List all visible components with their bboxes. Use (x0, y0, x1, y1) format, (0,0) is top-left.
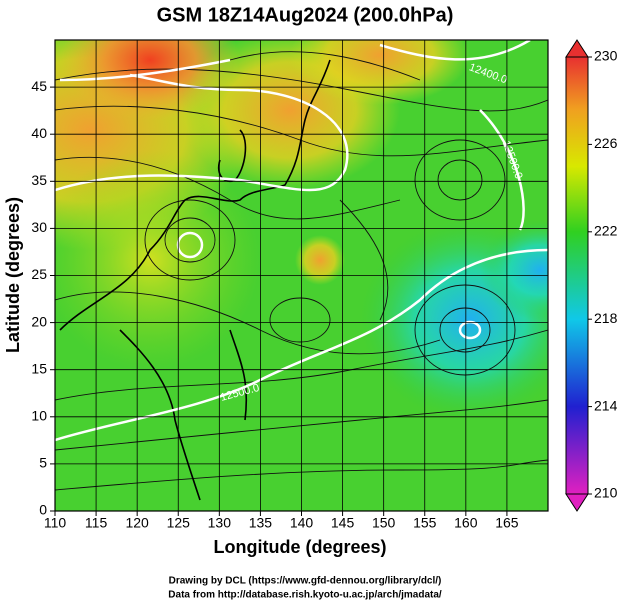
x-tick-label: 130 (208, 515, 232, 531)
field: 12400.0 12500.0 12500.0 (55, 40, 548, 511)
y-tick-label: 45 (31, 78, 47, 94)
colorbar-tick-label: 214 (594, 397, 618, 413)
y-tick-label: 20 (31, 313, 47, 329)
x-tick-label: 140 (290, 515, 314, 531)
y-tick-label: 10 (31, 408, 47, 424)
y-tick-label: 40 (31, 125, 47, 141)
x-tick-label: 120 (125, 515, 149, 531)
colorbar-tick-label: 210 (594, 485, 618, 501)
x-tick-label: 125 (167, 515, 191, 531)
colorbar-extend (565, 493, 589, 512)
y-tick-label: 0 (39, 502, 47, 518)
colorbar-tick-label: 226 (594, 135, 618, 151)
y-tick-label: 15 (31, 360, 47, 376)
colorbar-tick-label: 218 (594, 310, 618, 326)
y-axis-label: Latitude (degrees) (3, 197, 23, 353)
credit: Data from http://database.rish.kyoto-u.a… (168, 590, 442, 601)
y-tick-label: 30 (31, 219, 47, 235)
x-tick-label: 155 (413, 515, 437, 531)
colorbar-tick-label: 230 (594, 48, 618, 64)
x-tick-label: 135 (249, 515, 273, 531)
x-tick-label: 150 (372, 515, 396, 531)
colorbar-extend (565, 39, 589, 58)
chart-title: GSM 18Z14Aug2024 (200.0hPa) (157, 4, 454, 26)
colorbar (565, 56, 589, 495)
credit: Drawing by DCL (https://www.gfd-dennou.o… (169, 576, 442, 587)
x-tick-label: 165 (495, 515, 519, 531)
x-tick-label: 110 (44, 515, 67, 531)
x-axis-label: Longitude (degrees) (213, 537, 386, 557)
x-tick-label: 160 (454, 515, 478, 531)
colorbar-tick-label: 222 (594, 223, 618, 239)
y-tick-label: 25 (31, 266, 47, 282)
y-tick-label: 35 (31, 172, 47, 188)
y-tick-label: 5 (39, 455, 47, 471)
x-tick-label: 145 (331, 515, 355, 531)
x-tick-label: 115 (85, 515, 108, 531)
